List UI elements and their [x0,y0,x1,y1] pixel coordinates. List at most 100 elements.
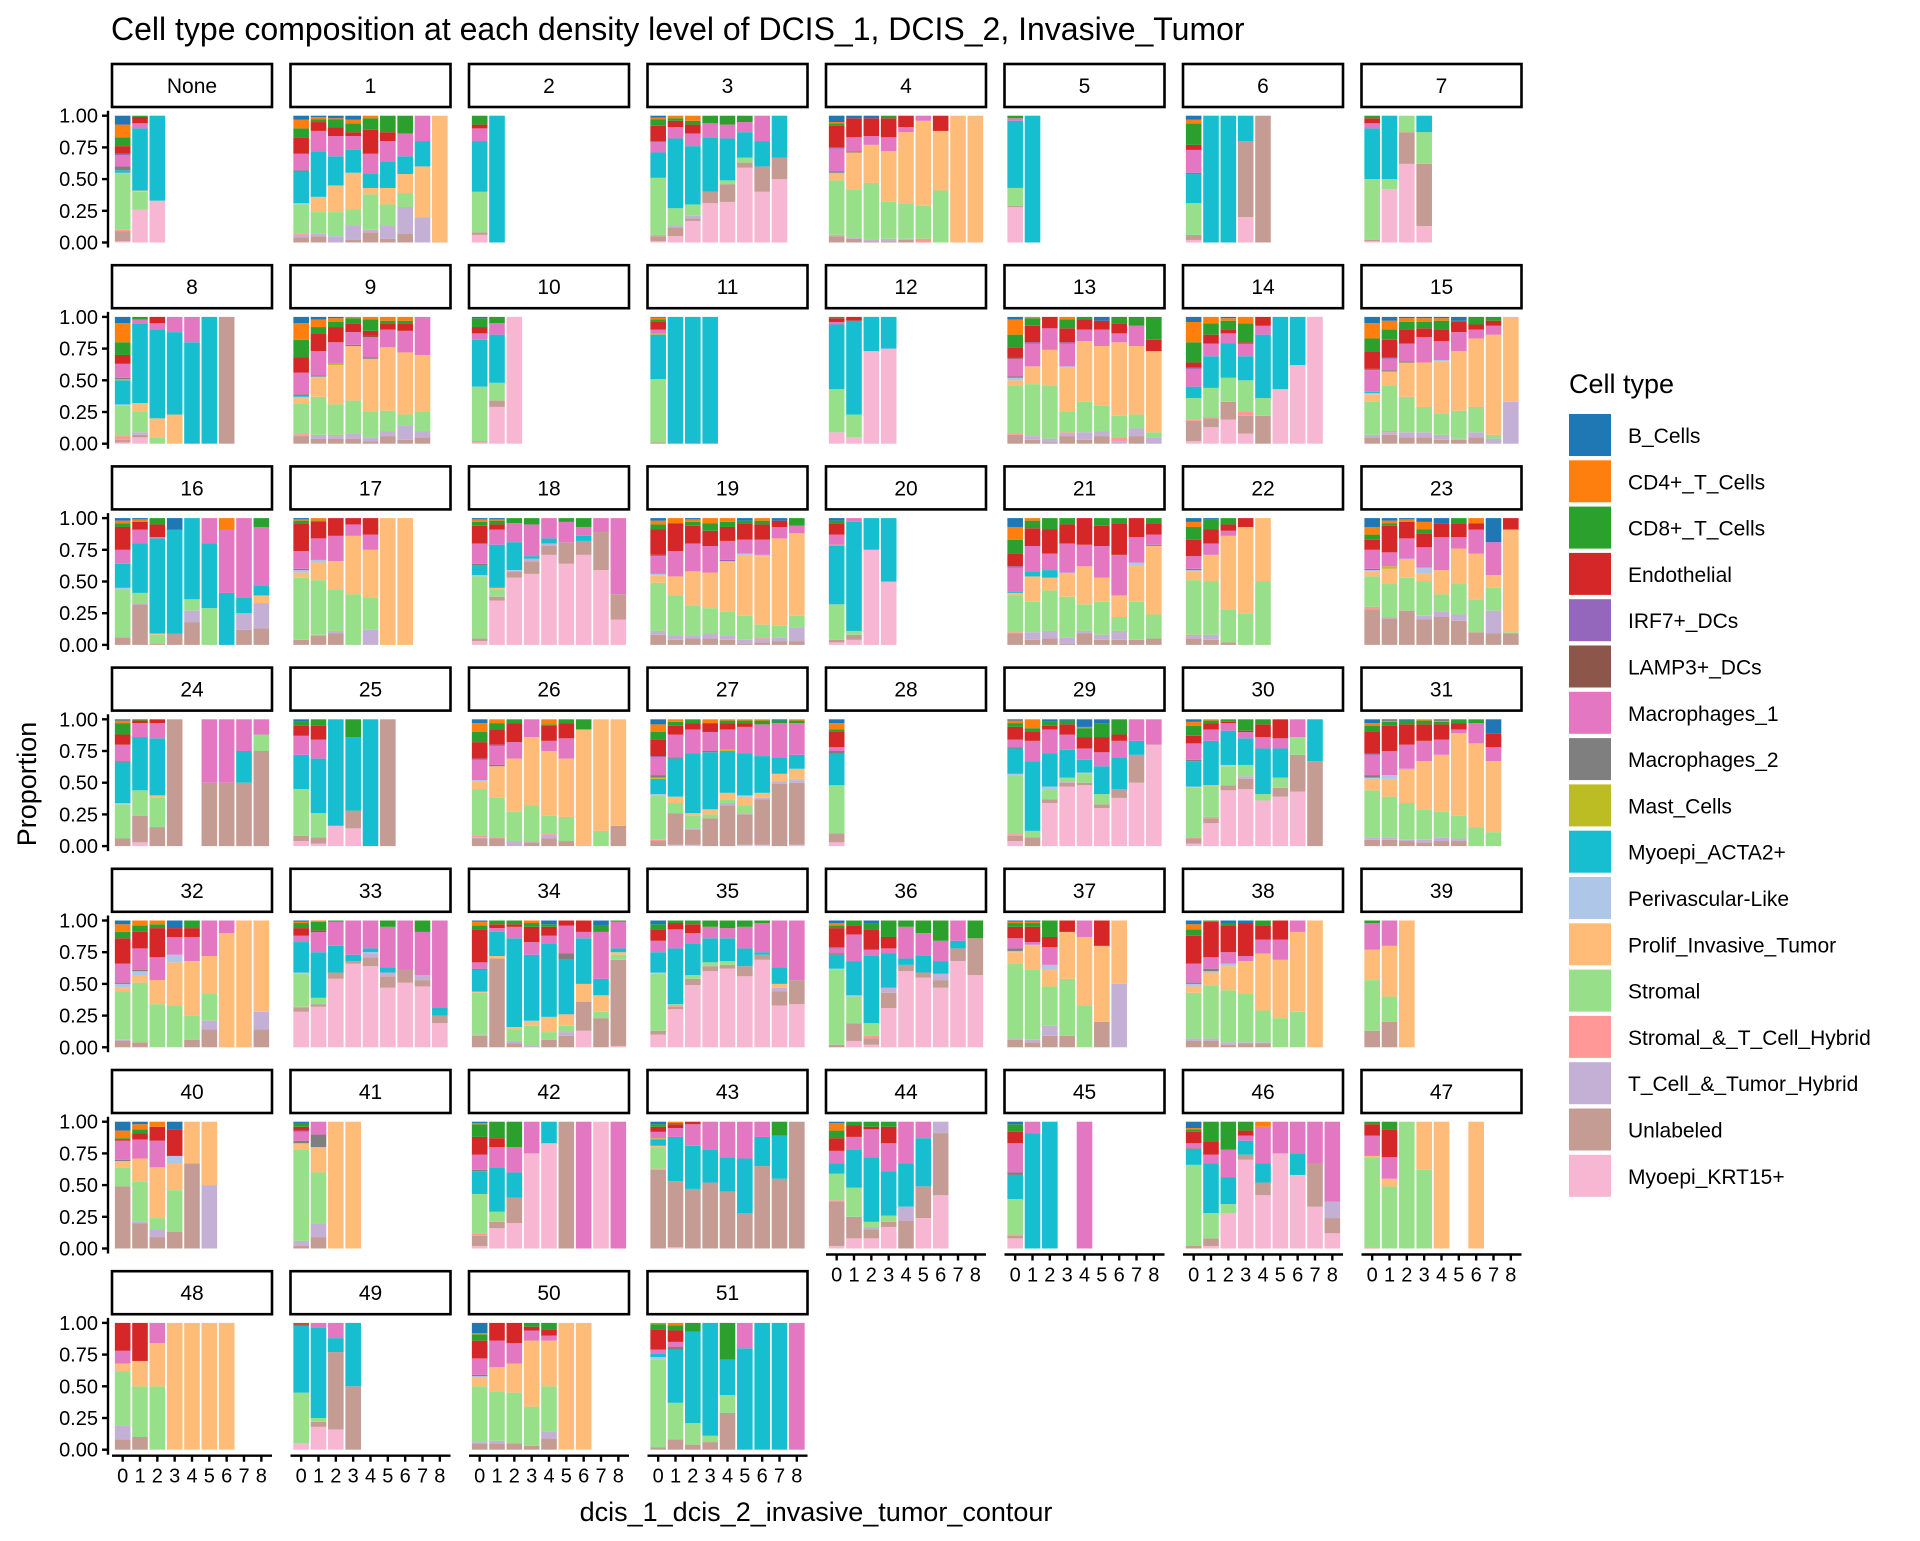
bar-segment [1203,334,1219,344]
bar-segment [932,130,949,191]
facet-panel: 480.000.250.500.751.000 1 2 3 4 5 6 7 8 [59,1269,274,1488]
bar-segment [754,1121,770,1137]
bar-segment [846,152,862,190]
bar-segment [293,577,309,640]
bar-segment [489,719,505,724]
bar-segment [719,184,736,202]
bar-segment [650,1359,666,1448]
x-tick-label: 7 [1309,1265,1320,1287]
bar-segment [1468,632,1484,645]
x-tick-label: 0 [296,1466,307,1488]
bar-segment [650,794,666,796]
bar-segment [719,964,736,969]
facet-panel: 14 [1181,263,1345,444]
bar-segment [754,166,770,192]
bar-segment [1059,573,1075,597]
x-tick-label: 2 [152,1466,163,1488]
facet-strip [289,465,452,511]
bar-segment [1059,366,1075,368]
y-tick-label: 0.25 [59,402,98,424]
bar-segment [310,1426,327,1450]
bar-segment [898,971,914,1048]
facet-panel: 18 [467,465,631,645]
bar-segment [1076,785,1093,847]
bar-segment [471,232,488,235]
bar-segment [253,920,270,1012]
bar-segment [1399,719,1415,721]
bar-segment [1485,587,1502,611]
bar-segment [610,954,627,960]
bar-segment [1007,1172,1023,1175]
bar-segment [1094,945,1110,1022]
facet-panel: 29 [1003,666,1166,847]
bar-segment [667,120,684,128]
bar-segment [650,1126,666,1132]
x-tick-label: 6 [1471,1265,1482,1287]
bar-segment [667,1341,684,1347]
x-tick-label: 5 [204,1466,215,1488]
bar-segment [828,719,845,724]
bar-segment [1220,1044,1237,1048]
bar-segment [362,719,379,847]
legend-item: Macrophages_1 [1569,691,1779,734]
bar-segment [132,191,148,210]
bar-segment [1272,719,1289,739]
bar-segment [293,572,309,578]
bar-segment [1185,239,1202,243]
bar-segment [293,1126,309,1131]
bar-segment [380,987,396,1048]
bar-segment [1272,389,1289,444]
bar-segment [1042,947,1058,965]
bar-segment [489,589,505,597]
facet-panel: 25 [289,666,452,847]
bar-segment [328,921,344,946]
bar-segment [166,1322,183,1450]
bar-segment [236,629,252,645]
bar-segment [702,608,718,634]
bar-segment [950,940,966,949]
bar-segment [1185,119,1202,124]
bar-segment [667,813,684,845]
bar-segment [328,127,344,136]
bar-segment [1128,518,1145,538]
bar-segment [293,1121,309,1123]
bar-segment [1451,584,1467,615]
bar-segment [1146,432,1162,438]
facet-strip [824,666,988,712]
x-tick-label: 2 [509,1466,520,1488]
bar-segment [685,1145,701,1189]
bar-segment [310,1237,327,1249]
bar-segment [828,523,845,535]
facet-panel: 39 [1360,867,1523,1048]
facet-panel: 460 1 2 3 4 5 6 7 8 [1181,1068,1345,1287]
bar-segment [328,342,344,364]
bar-segment [293,237,309,243]
facet-label: 44 [894,1081,918,1104]
bar-segment [1042,328,1058,350]
bar-segment [1024,632,1041,640]
bar-segment [1364,534,1380,540]
bar-segment [471,731,488,743]
facet-panel: 17 [289,465,452,645]
bar-segment [771,720,788,724]
bar-segment [771,1005,788,1048]
bar-segment [610,952,627,955]
bar-segment [293,372,309,395]
bar-segment [523,573,540,645]
bar-segment [310,233,327,237]
bar-segment [149,1167,166,1219]
bar-segment [506,719,523,724]
bar-segment [1094,601,1110,635]
bar-segment [846,414,862,438]
bar-segment [1364,839,1380,847]
bar-segment [1203,723,1219,730]
bar-segment [1042,936,1058,948]
bar-segment [293,841,309,847]
bar-segment [1399,163,1415,243]
bar-segment [685,521,701,526]
bar-segment [1203,1163,1219,1213]
bar-segment [293,1149,309,1241]
bar-segment [541,838,557,847]
bar-segment [184,342,200,444]
facet-strip [646,867,809,914]
